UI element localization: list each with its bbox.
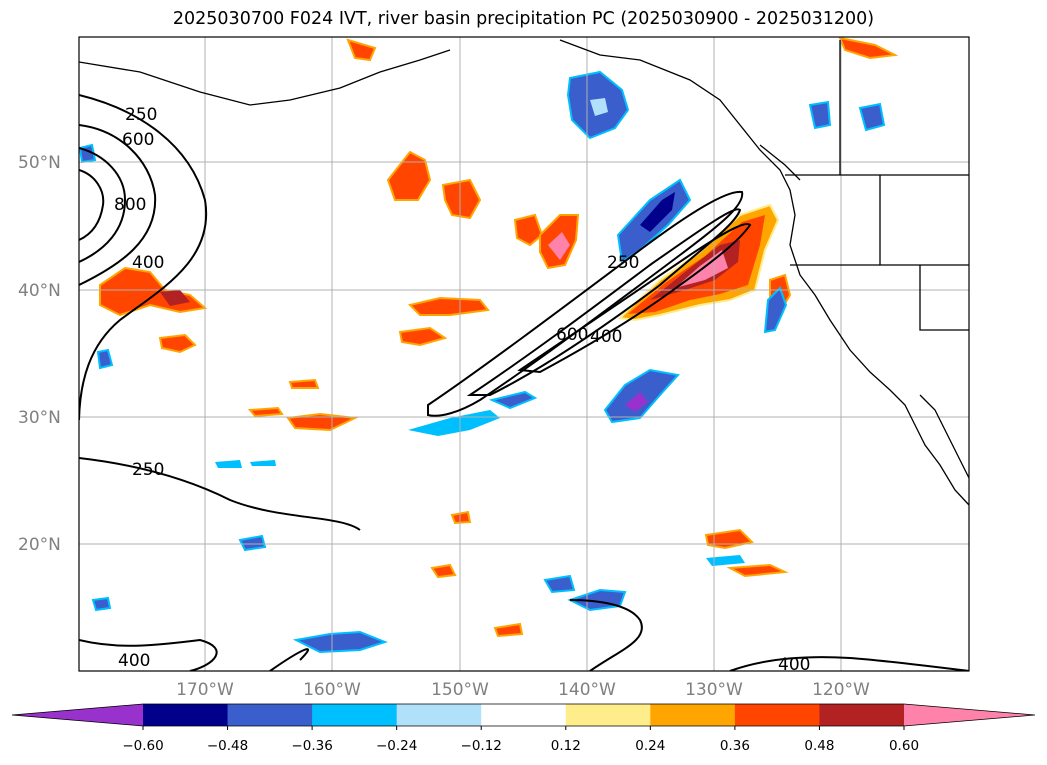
lat-label: 40°N (18, 281, 61, 301)
lon-label: 160°W (303, 680, 361, 700)
negative-patch (215, 460, 242, 468)
colorbar: −0.60 −0.48 −0.36 −0.24 −0.12 0.12 0.24 0.36 0.4… (11, 703, 1036, 754)
positive-precip-patches (99, 37, 899, 638)
positive-patch (441, 178, 482, 220)
positive-patch (288, 378, 320, 389)
colorbar-extend-max (904, 704, 1035, 726)
contour-label: 400 (118, 651, 150, 671)
negative-patch (238, 534, 267, 552)
colorbar-tick-label: −0.12 (461, 738, 502, 754)
negative-patch (543, 574, 576, 594)
lat-label: 50°N (18, 153, 61, 173)
colorbar-segment (396, 704, 482, 726)
contour-label: 250 (132, 460, 164, 480)
colorbar-tick-label: −0.24 (376, 738, 417, 754)
coastlines (79, 39, 969, 506)
colorbar-tick-label: −0.48 (207, 738, 248, 754)
contour-label: 250 (607, 253, 639, 273)
lon-label: 150°W (431, 680, 489, 700)
map-panel (79, 37, 969, 671)
negative-patch (640, 192, 675, 232)
positive-patch (247, 406, 284, 418)
positive-patch (158, 333, 197, 354)
positive-patch (398, 326, 448, 347)
colorbar-tick-label: 0.12 (551, 738, 581, 754)
colorbar-tick-label: 0.36 (720, 738, 750, 754)
lon-label: 130°W (685, 680, 743, 700)
lon-label: 140°W (558, 680, 616, 700)
negative-patch (292, 630, 388, 654)
contour-labels: 250 600 800 400 250 600 400 250 400 400 (114, 105, 810, 675)
positive-patch (838, 37, 899, 60)
contour-label: 250 (125, 105, 157, 125)
lat-label: 30°N (18, 408, 61, 428)
positive-patch (386, 150, 432, 201)
colorbar-segment (143, 704, 229, 726)
map-frame (78, 36, 970, 672)
colorbar-segment (227, 704, 313, 726)
map-title: 2025030700 F024 IVT, river basin precipi… (172, 9, 875, 29)
positive-patch (160, 290, 190, 306)
positive-patch (346, 38, 377, 62)
colorbar-tick-label: 0.48 (804, 738, 834, 754)
positive-patch (493, 622, 524, 638)
negative-patch (706, 555, 745, 566)
positive-patch (513, 213, 544, 247)
colorbar-segment (312, 704, 398, 726)
lat-label: 20°N (18, 535, 61, 555)
negative-patch (91, 596, 112, 612)
colorbar-segment (481, 704, 567, 726)
colorbar-tick-label: −0.36 (291, 738, 332, 754)
negative-patch (808, 100, 832, 130)
contour-label: 400 (590, 327, 622, 347)
positive-patch (286, 412, 359, 432)
negative-patch (488, 390, 538, 410)
positive-patch (430, 563, 457, 579)
contour-label: 400 (132, 253, 164, 273)
positive-patch (450, 510, 472, 525)
negative-patch (625, 392, 648, 412)
contour-label: 600 (556, 325, 588, 345)
negative-patch (858, 102, 886, 132)
colorbar-segment (819, 704, 905, 726)
contour-label: 600 (122, 130, 154, 150)
colorbar-tick-label: 0.24 (635, 738, 665, 754)
colorbar-segment (734, 704, 820, 726)
contour-label: 400 (778, 655, 810, 675)
positive-patch (548, 232, 570, 260)
negative-patch (250, 460, 276, 466)
colorbar-extend-min (12, 704, 143, 726)
ivt-contours (79, 94, 969, 671)
colorbar-segment (565, 704, 651, 726)
positive-patch (408, 296, 490, 316)
lon-label: 170°W (176, 680, 234, 700)
negative-patch (590, 98, 608, 116)
colorbar-segment (650, 704, 736, 726)
positive-patch (726, 563, 789, 578)
contour-label: 800 (114, 195, 146, 215)
lon-label: 120°W (812, 680, 870, 700)
colorbar-tick-label: −0.60 (122, 738, 163, 754)
negative-precip-patches (79, 70, 886, 654)
gridlines (79, 37, 969, 671)
negative-patch (96, 348, 114, 370)
colorbar-tick-label: 0.60 (889, 738, 919, 754)
